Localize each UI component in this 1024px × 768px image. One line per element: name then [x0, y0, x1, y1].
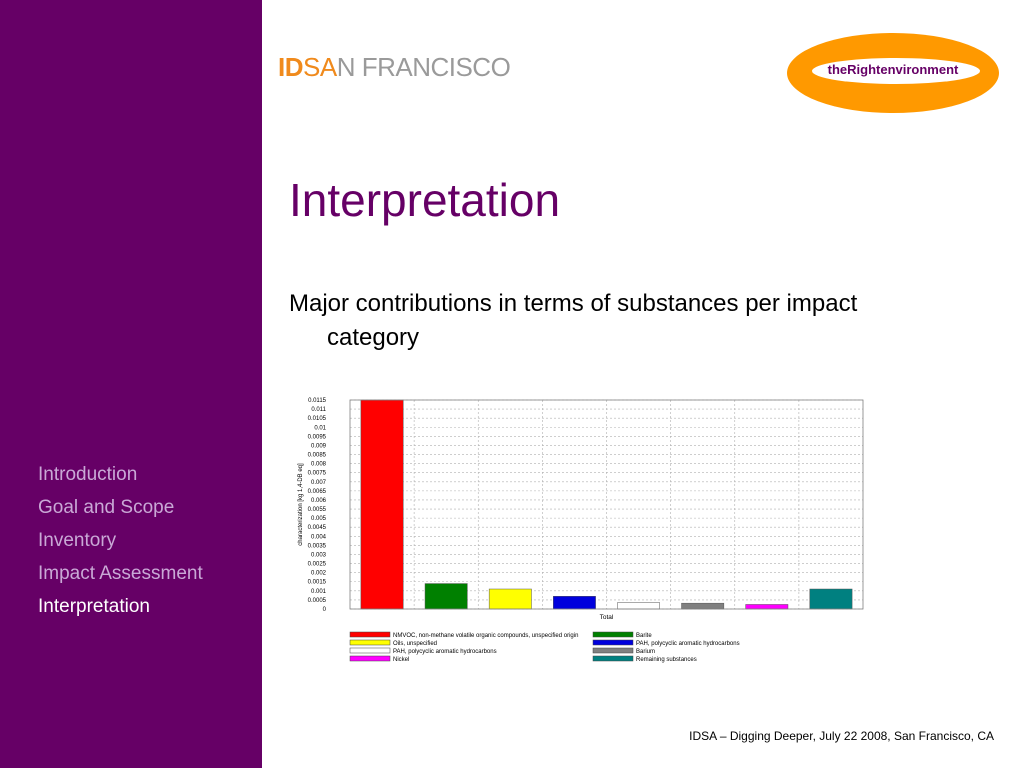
- idsa-logo: IDSAN FRANCISCO: [278, 50, 511, 84]
- bar: [424, 583, 468, 610]
- y-tick-label: 0.008: [311, 462, 327, 468]
- legend-label: PAH, polycyclic aromatic hydrocarbons: [393, 649, 497, 655]
- bar-chart: 0.0115 0.011 0.0105 0.01 0.0095 0.009 0.0085 0.…: [298, 398, 864, 663]
- legend-swatch: [349, 639, 391, 646]
- logo-part-sa: SA: [303, 52, 337, 82]
- legend-label: NMVOC, non-methane volatile organic comp…: [393, 633, 578, 639]
- logo-part-city: N FRANCISCO: [336, 52, 511, 82]
- bar: [681, 602, 725, 610]
- y-tick-label: 0.009: [311, 443, 327, 449]
- subtitle-line-2: category: [327, 324, 420, 351]
- bar: [553, 596, 596, 610]
- legend-swatch: [592, 631, 634, 638]
- logo-oval-inner: [812, 58, 980, 84]
- y-tick-label: 0.0115: [308, 398, 327, 404]
- y-tick-label: 0.007: [311, 480, 327, 486]
- plot-frame: [349, 399, 864, 610]
- x-tick-label: Total: [600, 614, 614, 621]
- nav-item-goal-and-scope[interactable]: Goal and Scope: [38, 497, 175, 518]
- sidebar: Introduction Goal and Scope Inventory Im…: [0, 0, 262, 768]
- y-tick-label: 0.0045: [308, 525, 327, 531]
- legend-label: Nickel: [393, 657, 409, 663]
- subtitle-line-1: Major contributions in terms of substanc…: [289, 290, 858, 317]
- nav-item-interpretation[interactable]: Interpretation: [38, 596, 150, 617]
- legend-swatch: [349, 647, 391, 654]
- legend-label: Oils, unspecified: [393, 641, 437, 647]
- y-tick-label: 0.0085: [308, 453, 327, 459]
- nav-item-inventory[interactable]: Inventory: [38, 530, 117, 551]
- footer-text: IDSA – Digging Deeper, July 22 2008, San…: [689, 729, 994, 743]
- slide-subtitle: Major contributions in terms of substanc…: [289, 287, 989, 355]
- legend-swatch: [592, 655, 634, 662]
- y-tick-label: 0.01: [314, 425, 326, 431]
- legend-label: Remaining substances: [636, 657, 697, 663]
- y-tick-label: 0.002: [311, 571, 327, 577]
- y-tick-label: 0.0015: [308, 580, 327, 586]
- bar: [745, 604, 789, 610]
- y-tick-label: 0.0055: [308, 507, 327, 513]
- right-environment-logo: [787, 33, 999, 113]
- y-tick-label: 0.004: [311, 534, 327, 540]
- y-tick-label: 0: [323, 607, 327, 613]
- nav-item-introduction[interactable]: Introduction: [38, 464, 138, 485]
- legend-swatch: [592, 639, 634, 646]
- nav-item-impact-assessment[interactable]: Impact Assessment: [38, 563, 203, 584]
- logo-text: theRightenvironment: [827, 62, 959, 77]
- section-nav: Introduction Goal and Scope Inventory Im…: [38, 462, 258, 627]
- bar: [617, 602, 660, 610]
- legend-label: PAH, polycyclic aromatic hydrocarbons: [636, 641, 740, 647]
- y-tick-label: 0.011: [311, 407, 326, 413]
- bar: [360, 399, 404, 610]
- bar: [488, 588, 532, 610]
- legend-label: Barium: [636, 649, 655, 655]
- legend-swatch: [592, 647, 634, 654]
- legend-swatch: [349, 655, 391, 662]
- logo-part-id: ID: [278, 52, 304, 82]
- legend-swatch: [349, 631, 391, 638]
- bar: [809, 588, 853, 610]
- y-tick-label: 0.0025: [308, 562, 327, 568]
- y-tick-label: 0.0095: [308, 434, 327, 440]
- y-tick-label: 0.0005: [308, 598, 327, 604]
- y-tick-label: 0.001: [311, 589, 327, 595]
- y-tick-label: 0.005: [311, 516, 327, 522]
- y-tick-label: 0.003: [311, 552, 327, 558]
- y-tick-label: 0.006: [311, 498, 327, 504]
- legend-label: Barite: [636, 633, 652, 639]
- y-tick-label: 0.0075: [308, 471, 327, 477]
- slide-title: Interpretation: [289, 174, 561, 226]
- y-tick-label: 0.0065: [308, 489, 327, 495]
- y-tick-label: 0.0105: [308, 416, 327, 422]
- y-tick-label: 0.0035: [308, 543, 327, 549]
- y-axis-label: characterization [kg 1,4-DB eq]: [298, 463, 304, 546]
